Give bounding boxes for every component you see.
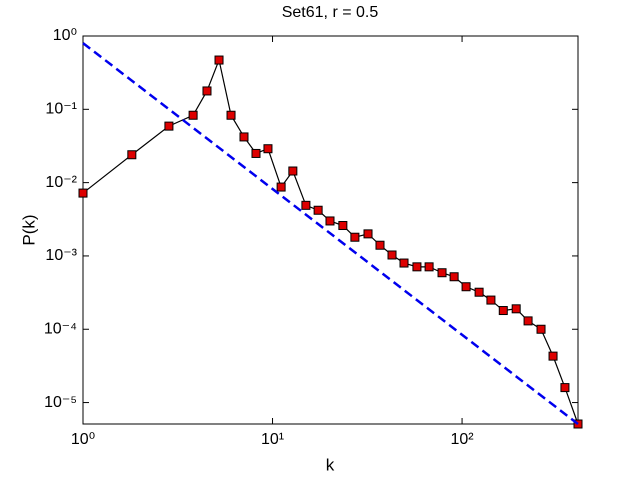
data-point (301, 200, 311, 210)
data-point (399, 258, 409, 268)
data-point (523, 316, 533, 326)
data-point (325, 216, 335, 226)
data-point (560, 383, 570, 393)
data-point (412, 262, 422, 272)
x-axis-label: k (326, 455, 335, 474)
x-tick-label: 10⁰ (71, 431, 95, 448)
data-point (188, 110, 198, 120)
y-tick-label: 10⁻² (45, 174, 77, 191)
y-tick-label: 10⁻¹ (45, 101, 77, 118)
y-tick-label: 10⁻³ (45, 247, 77, 264)
data-point (226, 110, 236, 120)
data-point (498, 306, 508, 316)
data-point (437, 268, 447, 278)
y-tick-label: 10⁰ (53, 27, 77, 44)
series-line (82, 57, 579, 425)
data-point (449, 272, 459, 282)
data-point (313, 205, 323, 215)
data-point (214, 55, 224, 65)
data-point (548, 351, 558, 361)
data-point (511, 304, 521, 314)
data-point (474, 287, 484, 297)
data-point (251, 148, 261, 158)
data-point (350, 232, 360, 242)
y-tick-label: 10⁻⁴ (44, 320, 77, 337)
data-point (263, 144, 273, 154)
series-line (82, 42, 579, 425)
data-point (461, 282, 471, 292)
data-point (375, 240, 385, 250)
data-point (486, 295, 496, 305)
data-point (338, 221, 348, 231)
x-tick-label: 10¹ (261, 431, 284, 448)
y-axis-label: P(k) (19, 214, 38, 245)
data-point (239, 132, 249, 142)
data-point (536, 324, 546, 334)
data-point (202, 86, 212, 96)
data-point (387, 250, 397, 260)
data-point (424, 262, 434, 272)
data-point (363, 229, 373, 239)
chart-title: Set61, r = 0.5 (282, 4, 379, 21)
x-tick-label: 10² (450, 431, 474, 448)
plot-frame (82, 35, 579, 425)
data-point (164, 121, 174, 131)
data-point (78, 188, 88, 198)
data-point (127, 150, 137, 160)
y-tick-label: 10⁻⁵ (44, 394, 77, 411)
data-point (288, 166, 298, 176)
data-point (276, 182, 286, 192)
